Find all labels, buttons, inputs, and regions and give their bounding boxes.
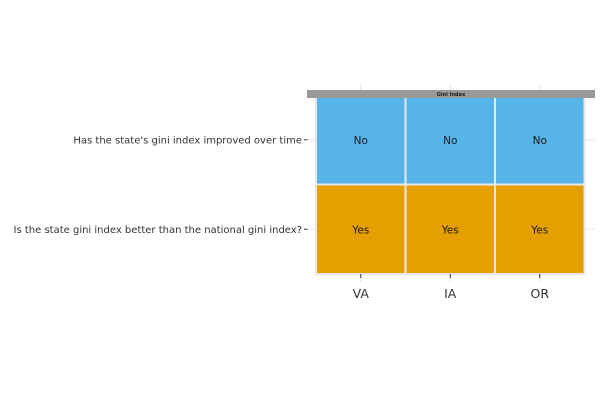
y-tick-label-1: Has the state's gini index improved over… — [73, 135, 302, 146]
tile-label-va-row-2: Yes — [351, 224, 369, 236]
tile-label-ia-row-1: No — [443, 135, 457, 147]
tile-or-row-2 — [494, 183, 586, 275]
tile-label-or-row-1: No — [533, 135, 547, 147]
tile-label-ia-row-2: Yes — [441, 224, 459, 236]
panel-strip: Gini Index — [307, 90, 595, 98]
y-axis: Has the state's gini index improved over… — [14, 135, 308, 236]
x-axis: VA IA OR — [353, 274, 549, 301]
panel-title: Gini Index — [437, 92, 466, 98]
x-tick-label-ia: IA — [444, 286, 457, 301]
tile-ia-row-2 — [404, 183, 496, 275]
cells: No No No Yes Yes Yes — [315, 94, 586, 275]
strip-background — [307, 90, 595, 98]
y-tick-label-2: Is the state gini index better than the … — [14, 225, 302, 236]
tile-label-va-row-1: No — [354, 135, 368, 147]
x-tick-label-va: VA — [353, 286, 370, 301]
x-tick-label-or: OR — [530, 286, 549, 301]
tile-va-row-1 — [315, 94, 407, 186]
tile-label-or-row-2: Yes — [530, 224, 548, 236]
